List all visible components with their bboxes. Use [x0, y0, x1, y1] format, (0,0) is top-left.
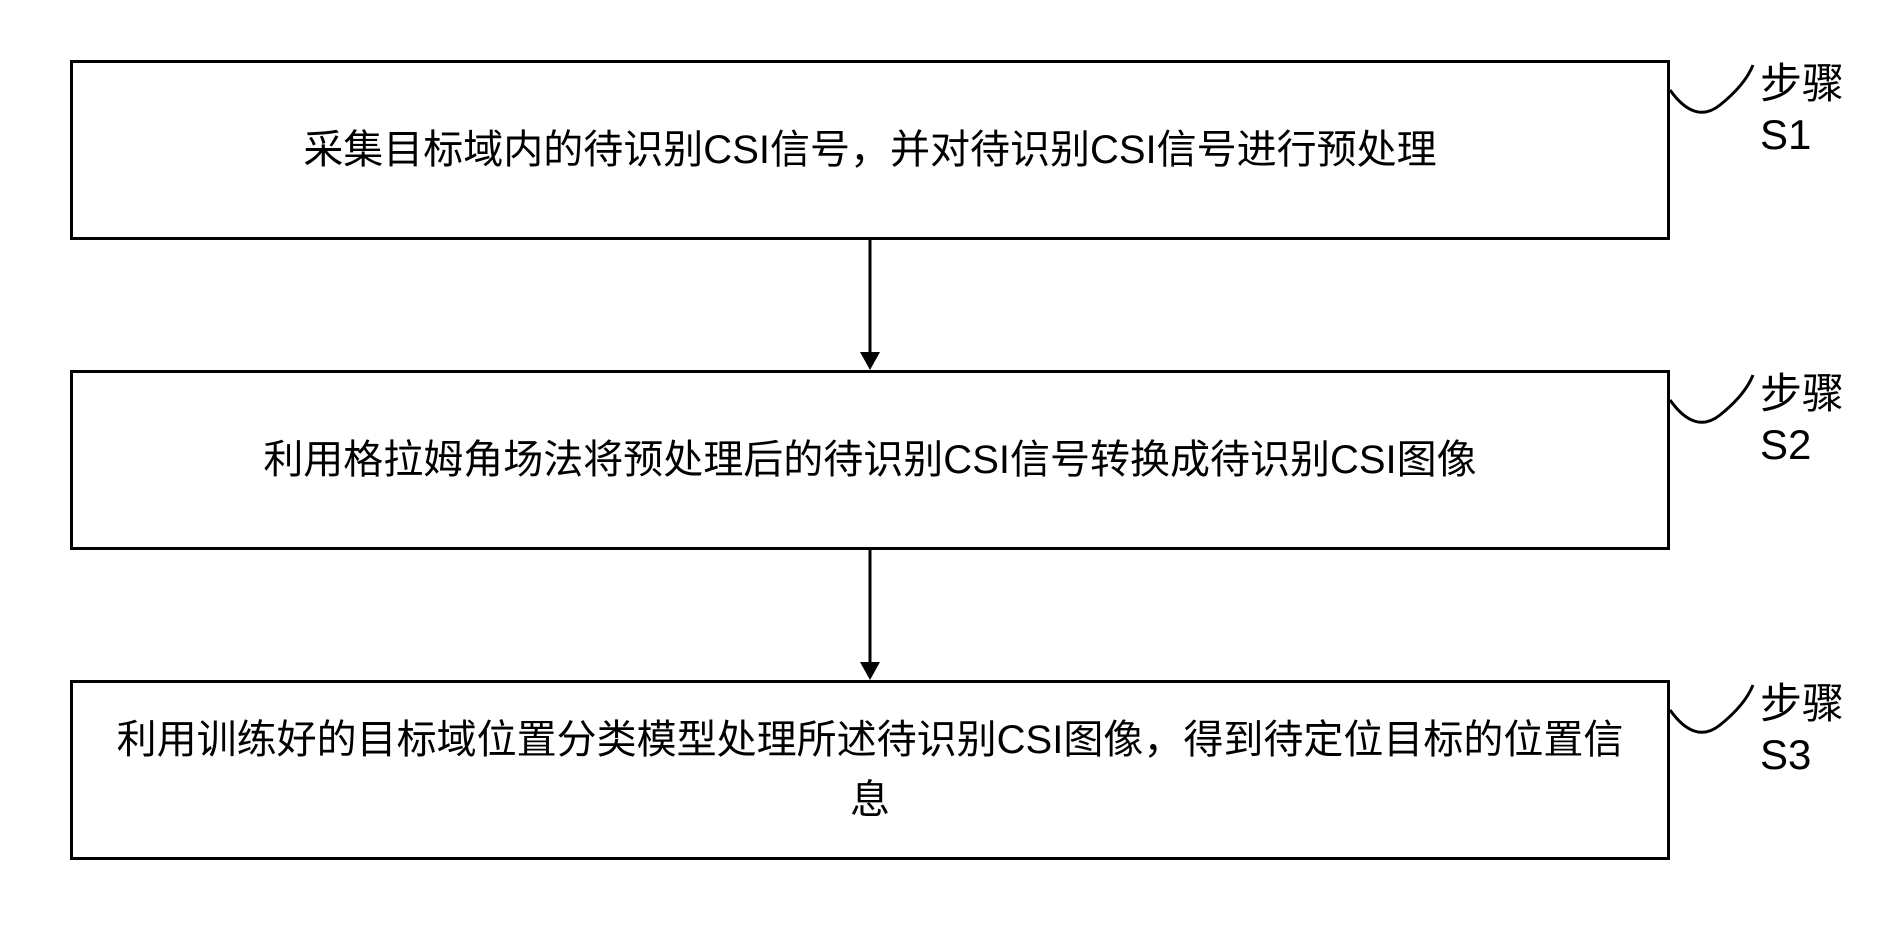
step-text-s1: 采集目标域内的待识别CSI信号，并对待识别CSI信号进行预处理 [303, 120, 1436, 180]
connector-curve-s1 [1665, 45, 1765, 125]
step-text-s3: 利用训练好的目标域位置分类模型处理所述待识别CSI图像，得到待定位目标的位置信息 [113, 710, 1627, 830]
arrow-2 [855, 550, 885, 685]
step-label-s2: 步骤S2 [1760, 360, 1860, 469]
step-box-s1: 采集目标域内的待识别CSI信号，并对待识别CSI信号进行预处理 [70, 60, 1670, 240]
connector-curve-s2 [1665, 355, 1765, 435]
step-label-s1: 步骤S1 [1760, 50, 1860, 159]
step-text-s2: 利用格拉姆角场法将预处理后的待识别CSI信号转换成待识别CSI图像 [263, 430, 1476, 490]
connector-curve-s3 [1665, 665, 1765, 745]
step-box-s3: 利用训练好的目标域位置分类模型处理所述待识别CSI图像，得到待定位目标的位置信息 [70, 680, 1670, 860]
step-label-s3: 步骤S3 [1760, 670, 1860, 779]
arrow-1 [855, 240, 885, 375]
step-box-s2: 利用格拉姆角场法将预处理后的待识别CSI信号转换成待识别CSI图像 [70, 370, 1670, 550]
